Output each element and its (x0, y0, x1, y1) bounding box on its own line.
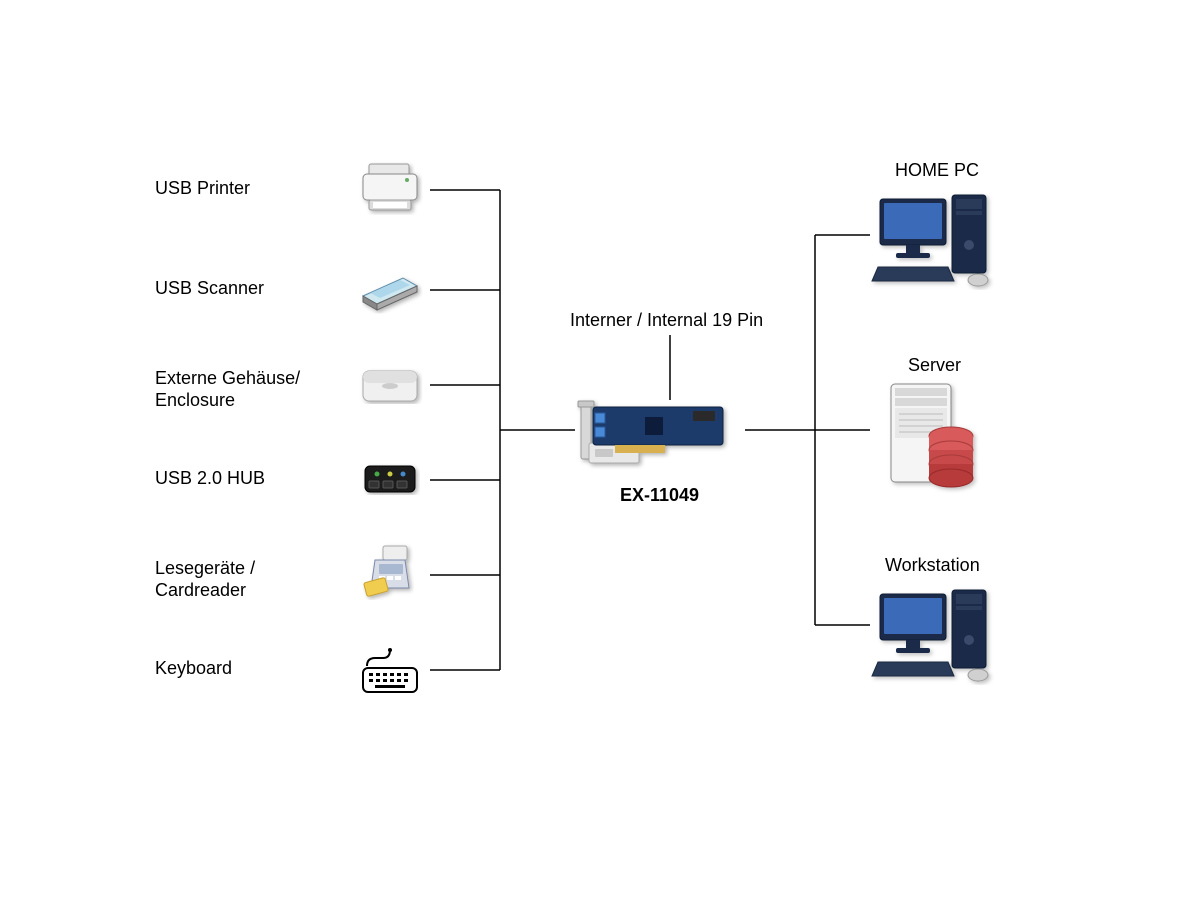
label-usb-printer: USB Printer (155, 178, 250, 200)
diagram-root: USB Printer USB Scanner Externe Gehäuse/… (0, 0, 1200, 900)
enclosure-icon (355, 355, 425, 415)
label-workstation: Workstation (885, 555, 980, 577)
product-label: EX-11049 (620, 485, 699, 507)
server-icon (875, 378, 985, 498)
label-usb-hub: USB 2.0 HUB (155, 468, 265, 490)
workstation-icon (870, 580, 1000, 685)
label-keyboard: Keyboard (155, 658, 232, 680)
label-usb-scanner: USB Scanner (155, 278, 264, 300)
pcie-card-icon (575, 395, 745, 470)
label-server: Server (908, 355, 961, 377)
label-cardreader: Lesegeräte / Cardreader (155, 558, 255, 601)
cardreader-icon (355, 540, 425, 600)
scanner-icon (355, 258, 425, 318)
annotation-internal-19pin: Interner / Internal 19 Pin (570, 310, 763, 332)
home-pc-icon (870, 185, 1000, 290)
label-home-pc: HOME PC (895, 160, 979, 182)
hub-icon (355, 448, 425, 508)
keyboard-icon (355, 640, 425, 700)
printer-icon (355, 158, 425, 218)
label-enclosure: Externe Gehäuse/ Enclosure (155, 368, 300, 411)
